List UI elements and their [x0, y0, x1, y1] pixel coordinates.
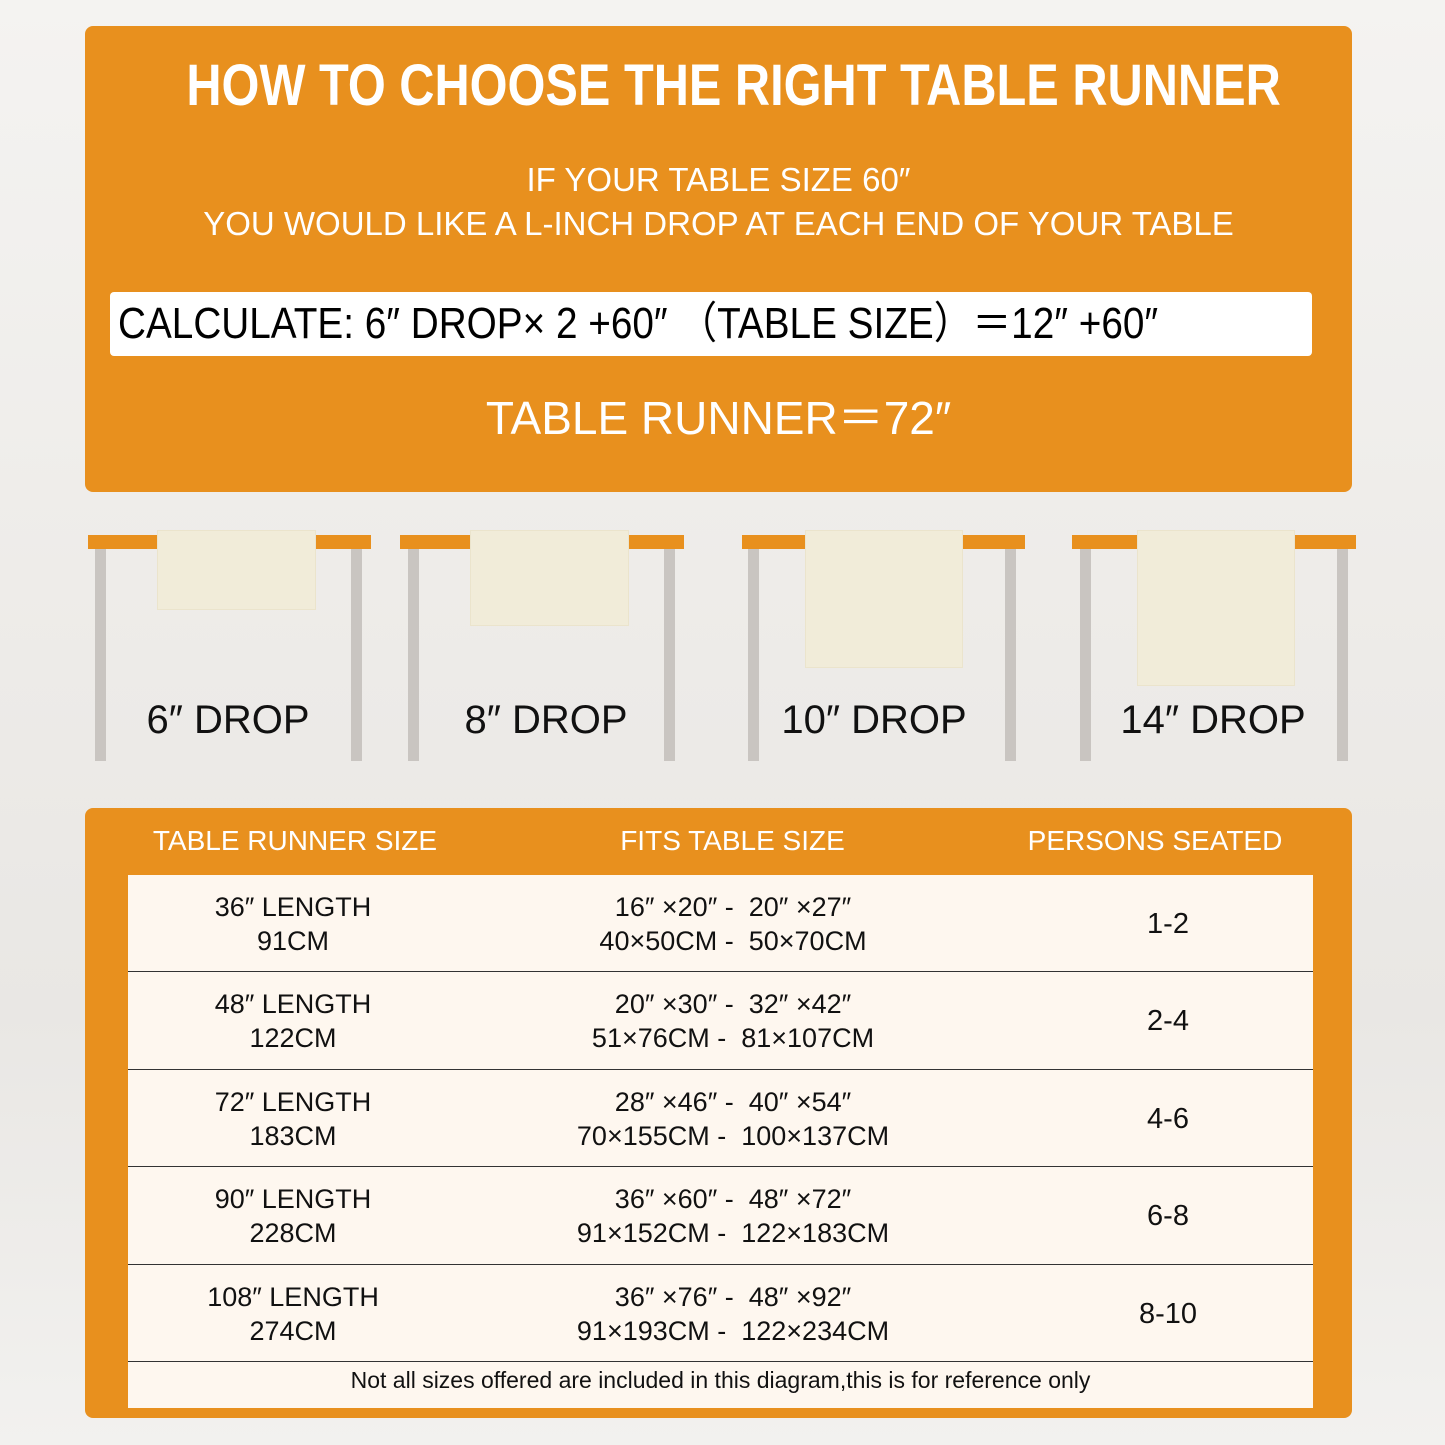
length-cm: 183CM — [249, 1120, 337, 1151]
header-runner-size: TABLE RUNNER SIZE — [152, 825, 438, 856]
length-cm: 274CM — [249, 1315, 337, 1346]
drop-label: 10″ DROP — [781, 698, 967, 742]
tabletop-right — [1295, 535, 1356, 549]
table-row: 90″ LENGTH 228CM 36″ ×60″ - 48″ ×72″ 91×15… — [128, 1168, 1313, 1265]
drop-label: 8″ DROP — [464, 698, 628, 742]
page-title: HOW TO CHOOSE THE RIGHT TABLE RUNNER — [186, 53, 1281, 118]
table-leg — [748, 549, 759, 761]
table-leg — [1005, 549, 1016, 761]
length-inches: 72″ LENGTH — [214, 1086, 372, 1117]
tabletop-right — [963, 535, 1025, 549]
fits-cm: 51×76CM - 81×107CM — [591, 1023, 875, 1053]
runner-size-cell: 108″ LENGTH 274CM — [168, 1265, 418, 1362]
fits-cm: 91×152CM - 122×183CM — [576, 1218, 890, 1248]
table-leg — [1080, 549, 1091, 761]
drop-label: 6″ DROP — [146, 698, 310, 742]
runner-size-cell: 36″ LENGTH 91CM — [168, 875, 418, 972]
result-text: TABLE RUNNER＝72″ — [485, 392, 952, 444]
header-fits-table-size: FITS TABLE SIZE — [620, 825, 845, 856]
table-leg — [408, 549, 419, 761]
fits-inches: 16″ ×20″ - 20″ ×27″ — [614, 891, 852, 922]
length-cm: 91CM — [256, 925, 330, 956]
runner-drop — [1137, 530, 1295, 686]
table-leg — [1337, 549, 1348, 761]
persons-cell: 2-4 — [1147, 1005, 1189, 1037]
length-cm: 228CM — [249, 1218, 337, 1248]
table-body: 36″ LENGTH 91CM 16″ ×20″ - 20″ ×27″ 40×50C… — [128, 875, 1313, 1408]
fits-size-cell: 16″ ×20″ - 20″ ×27″ 40×50CM - 50×70CM — [508, 875, 958, 972]
length-inches: 36″ LENGTH — [214, 891, 372, 922]
persons-cell: 4-6 — [1147, 1102, 1189, 1135]
table-row: 72″ LENGTH 183CM 28″ ×46″ - 40″ ×54″ 70×15… — [128, 1070, 1313, 1167]
disclaimer-note: Not all sizes offered are included in th… — [350, 1367, 1091, 1393]
fits-inches: 28″ ×46″ - 40″ ×54″ — [614, 1086, 852, 1117]
table-leg — [351, 549, 362, 761]
table-leg — [95, 549, 106, 761]
length-inches: 108″ LENGTH — [207, 1281, 379, 1312]
tabletop-left — [88, 535, 158, 549]
fits-inches: 36″ ×76″ - 48″ ×92″ — [614, 1281, 852, 1312]
length-inches: 48″ LENGTH — [214, 989, 372, 1019]
calculation-box: CALCULATE: 6″ DROP× 2 +60″ （TABLE SIZE）＝… — [110, 292, 1312, 356]
runner-drop — [157, 530, 316, 610]
tabletop-right — [316, 535, 371, 549]
table-row: 36″ LENGTH 91CM 16″ ×20″ - 20″ ×27″ 40×50C… — [128, 875, 1313, 972]
runner-size-cell: 90″ LENGTH 228CM — [168, 1168, 418, 1265]
calculation-panel: HOW TO CHOOSE THE RIGHT TABLE RUNNER IF … — [85, 26, 1352, 492]
fits-cm: 40×50CM - 50×70CM — [599, 925, 867, 956]
runner-size-cell: 48″ LENGTH 122CM — [168, 973, 418, 1070]
tabletop-right — [629, 535, 684, 549]
size-table: TABLE RUNNER SIZE FITS TABLE SIZE PERSON… — [85, 808, 1352, 1418]
subtitle-line-1: IF YOUR TABLE SIZE 60″ — [526, 161, 911, 198]
fits-inches: 20″ ×30″ - 32″ ×42″ — [614, 989, 852, 1019]
fits-size-cell: 36″ ×76″ - 48″ ×92″ 91×193CM - 122×234CM — [508, 1265, 958, 1362]
persons-cell: 8-10 — [1138, 1297, 1198, 1330]
header-persons-seated: PERSONS SEATED — [1027, 825, 1283, 856]
runner-drop — [470, 530, 629, 626]
fits-cm: 91×193CM - 122×234CM — [576, 1315, 890, 1346]
drop-label: 14″ DROP — [1120, 698, 1306, 742]
runner-size-cell: 72″ LENGTH 183CM — [168, 1070, 418, 1167]
fits-size-cell: 20″ ×30″ - 32″ ×42″ 51×76CM - 81×107CM — [508, 973, 958, 1070]
subtitle-line-2: YOU WOULD LIKE A L-INCH DROP AT EACH END… — [203, 205, 1234, 242]
persons-cell: 1-2 — [1147, 907, 1189, 940]
calculation-text: CALCULATE: 6″ DROP× 2 +60″ （TABLE SIZE）＝… — [118, 299, 1159, 348]
length-cm: 122CM — [249, 1023, 337, 1053]
tabletop-left — [742, 535, 805, 549]
fits-size-cell: 28″ ×46″ - 40″ ×54″ 70×155CM - 100×137CM — [508, 1070, 958, 1167]
tabletop-left — [1072, 535, 1137, 549]
table-leg — [664, 549, 675, 761]
tabletop-left — [400, 535, 470, 549]
runner-drop — [805, 530, 963, 668]
length-inches: 90″ LENGTH — [214, 1184, 372, 1214]
table-row: 108″ LENGTH 274CM 36″ ×76″ - 48″ ×92″ 91×1… — [128, 1265, 1313, 1362]
fits-cm: 70×155CM - 100×137CM — [576, 1120, 890, 1151]
persons-cell: 6-8 — [1147, 1200, 1189, 1232]
table-row: 48″ LENGTH 122CM 20″ ×30″ - 32″ ×42″ 51×76… — [128, 973, 1313, 1070]
fits-size-cell: 36″ ×60″ - 48″ ×72″ 91×152CM - 122×183CM — [508, 1168, 958, 1265]
fits-inches: 36″ ×60″ - 48″ ×72″ — [614, 1184, 852, 1214]
